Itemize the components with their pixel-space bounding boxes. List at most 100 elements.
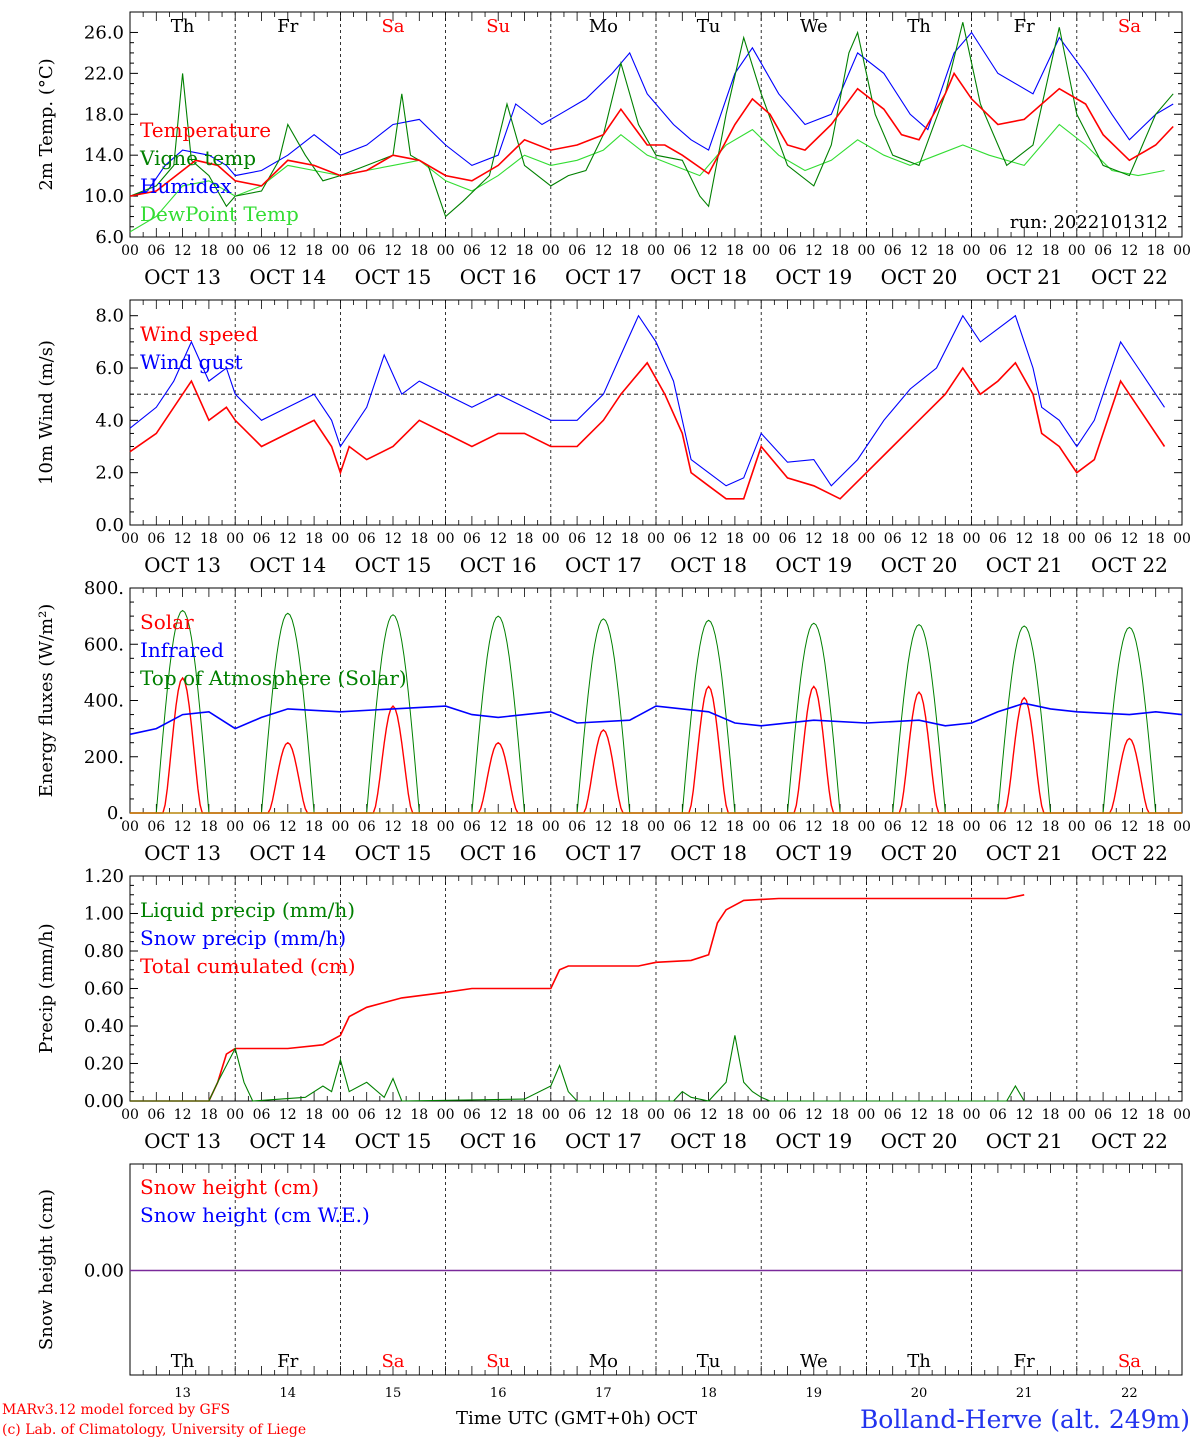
- day-name-label: Tu: [697, 1351, 721, 1372]
- day-name-label: Fr: [277, 1351, 298, 1372]
- date-label: OCT 19: [775, 841, 852, 865]
- day-name-label: Fr: [1014, 16, 1035, 37]
- hour-tick-label: 18: [1042, 819, 1060, 835]
- hour-tick-label: 00: [752, 531, 770, 547]
- series-humidex: [129, 31, 1174, 197]
- hour-tick-label: 18: [1042, 243, 1060, 259]
- hour-tick-label: 18: [726, 243, 744, 259]
- day-name-label: Th: [907, 16, 931, 37]
- hour-tick-label: 12: [805, 531, 823, 547]
- hour-tick-label: 00: [857, 243, 875, 259]
- hour-tick-label: 00: [963, 819, 981, 835]
- legend-entry: Liquid precip (mm/h): [140, 898, 355, 922]
- hour-tick-label: 00: [1068, 1107, 1086, 1123]
- hour-tick-label: 12: [279, 531, 297, 547]
- hour-tick-label: 18: [516, 531, 534, 547]
- hour-tick-label: 06: [1094, 531, 1112, 547]
- hour-tick-label: 18: [831, 243, 849, 259]
- hour-tick-label: 12: [910, 531, 928, 547]
- date-label: OCT 21: [986, 553, 1063, 577]
- hour-tick-label: 18: [621, 243, 639, 259]
- hour-tick-label: 18: [936, 531, 954, 547]
- panel-wind: 0.0 2.0 4.0 6.0 8.0 10m Wind (m/s) 00 06 12 18 00 0…: [36, 299, 1191, 577]
- date-label: OCT 19: [775, 265, 852, 289]
- hour-tick-label: 00: [1068, 531, 1086, 547]
- day-number-label: 19: [806, 1386, 823, 1401]
- date-label: OCT 20: [881, 265, 958, 289]
- hour-tick-label: 06: [673, 243, 691, 259]
- date-label: OCT 19: [775, 553, 852, 577]
- hour-tick-label: 12: [594, 243, 612, 259]
- date-label: OCT 15: [355, 841, 432, 865]
- day-name-label: Fr: [277, 16, 298, 37]
- hour-tick-label: 06: [463, 531, 481, 547]
- series-liquid-precip-mm-h-: [130, 1035, 1025, 1102]
- day-number-label: 21: [1016, 1386, 1033, 1401]
- hour-tick-label: 06: [673, 1107, 691, 1123]
- hour-tick-label: 06: [147, 819, 165, 835]
- day-number-label: 18: [700, 1386, 717, 1401]
- day-number-label: 14: [280, 1386, 297, 1401]
- hour-tick-label: 18: [936, 243, 954, 259]
- date-label: OCT 21: [986, 1129, 1063, 1153]
- hour-tick-label: 06: [1094, 819, 1112, 835]
- hour-tick-label: 06: [358, 1107, 376, 1123]
- hour-tick-label: 18: [200, 1107, 218, 1123]
- series-vigne-temp: [129, 22, 1174, 218]
- legend-entry: Infrared: [140, 638, 224, 662]
- y-tick-label: 22.0: [84, 63, 124, 84]
- hour-tick-label: 12: [279, 1107, 297, 1123]
- date-label: OCT 20: [881, 553, 958, 577]
- legend-entry: Humidex: [140, 174, 232, 198]
- hour-tick-label: 06: [147, 243, 165, 259]
- y-tick-label: 1.20: [84, 866, 124, 887]
- hour-tick-label: 00: [437, 819, 455, 835]
- hour-tick-label: 00: [542, 531, 560, 547]
- hour-tick-label: 12: [489, 819, 507, 835]
- y-tick-label: 8.0: [95, 306, 124, 327]
- date-label: OCT 14: [249, 553, 326, 577]
- hour-tick-label: 18: [1147, 1107, 1165, 1123]
- date-label: OCT 17: [565, 265, 642, 289]
- date-label: OCT 18: [670, 841, 747, 865]
- hour-tick-label: 12: [1015, 819, 1033, 835]
- date-label: OCT 17: [565, 1129, 642, 1153]
- legend-entry: Temperature: [140, 118, 271, 142]
- hour-tick-label: 12: [174, 1107, 192, 1123]
- y-axis-label: Precip (mm/h): [36, 923, 57, 1053]
- hour-tick-label: 06: [884, 1107, 902, 1123]
- hour-tick-label: 00: [437, 531, 455, 547]
- xaxis-title: Time UTC (GMT+0h) OCT: [456, 1408, 697, 1429]
- legend-entry: Top of Atmosphere (Solar): [140, 666, 407, 690]
- hour-tick-label: 12: [594, 531, 612, 547]
- hour-tick-label: 12: [910, 243, 928, 259]
- hour-tick-label: 00: [542, 1107, 560, 1123]
- y-axis-label: Snow height (cm): [36, 1189, 57, 1350]
- hour-tick-label: 00: [331, 531, 349, 547]
- run-label: run: 2022101312: [1010, 212, 1168, 233]
- hour-tick-label: 00: [752, 243, 770, 259]
- date-label: OCT 16: [460, 841, 537, 865]
- hour-tick-label: 00: [226, 243, 244, 259]
- date-label: OCT 22: [1091, 553, 1168, 577]
- hour-tick-label: 12: [1015, 243, 1033, 259]
- hour-tick-label: 00: [1068, 243, 1086, 259]
- hour-tick-label: 00: [542, 819, 560, 835]
- y-tick-label: 10.0: [84, 186, 124, 207]
- hour-tick-label: 06: [358, 243, 376, 259]
- hour-tick-label: 00: [121, 1107, 139, 1123]
- date-label: OCT 13: [144, 553, 221, 577]
- hour-tick-label: 00: [857, 531, 875, 547]
- day-name-label: Sa: [1118, 16, 1141, 37]
- legend-entry: Vigne temp: [139, 146, 256, 170]
- date-label: OCT 15: [355, 553, 432, 577]
- date-label: OCT 13: [144, 841, 221, 865]
- hour-tick-label: 00: [963, 1107, 981, 1123]
- hour-tick-label: 06: [463, 1107, 481, 1123]
- day-number-label: 15: [385, 1386, 402, 1401]
- hour-tick-label: 12: [805, 243, 823, 259]
- y-axis-label: 2m Temp. (°C): [36, 58, 57, 190]
- hour-tick-label: 06: [779, 819, 797, 835]
- date-label: OCT 16: [460, 265, 537, 289]
- hour-tick-label: 18: [726, 531, 744, 547]
